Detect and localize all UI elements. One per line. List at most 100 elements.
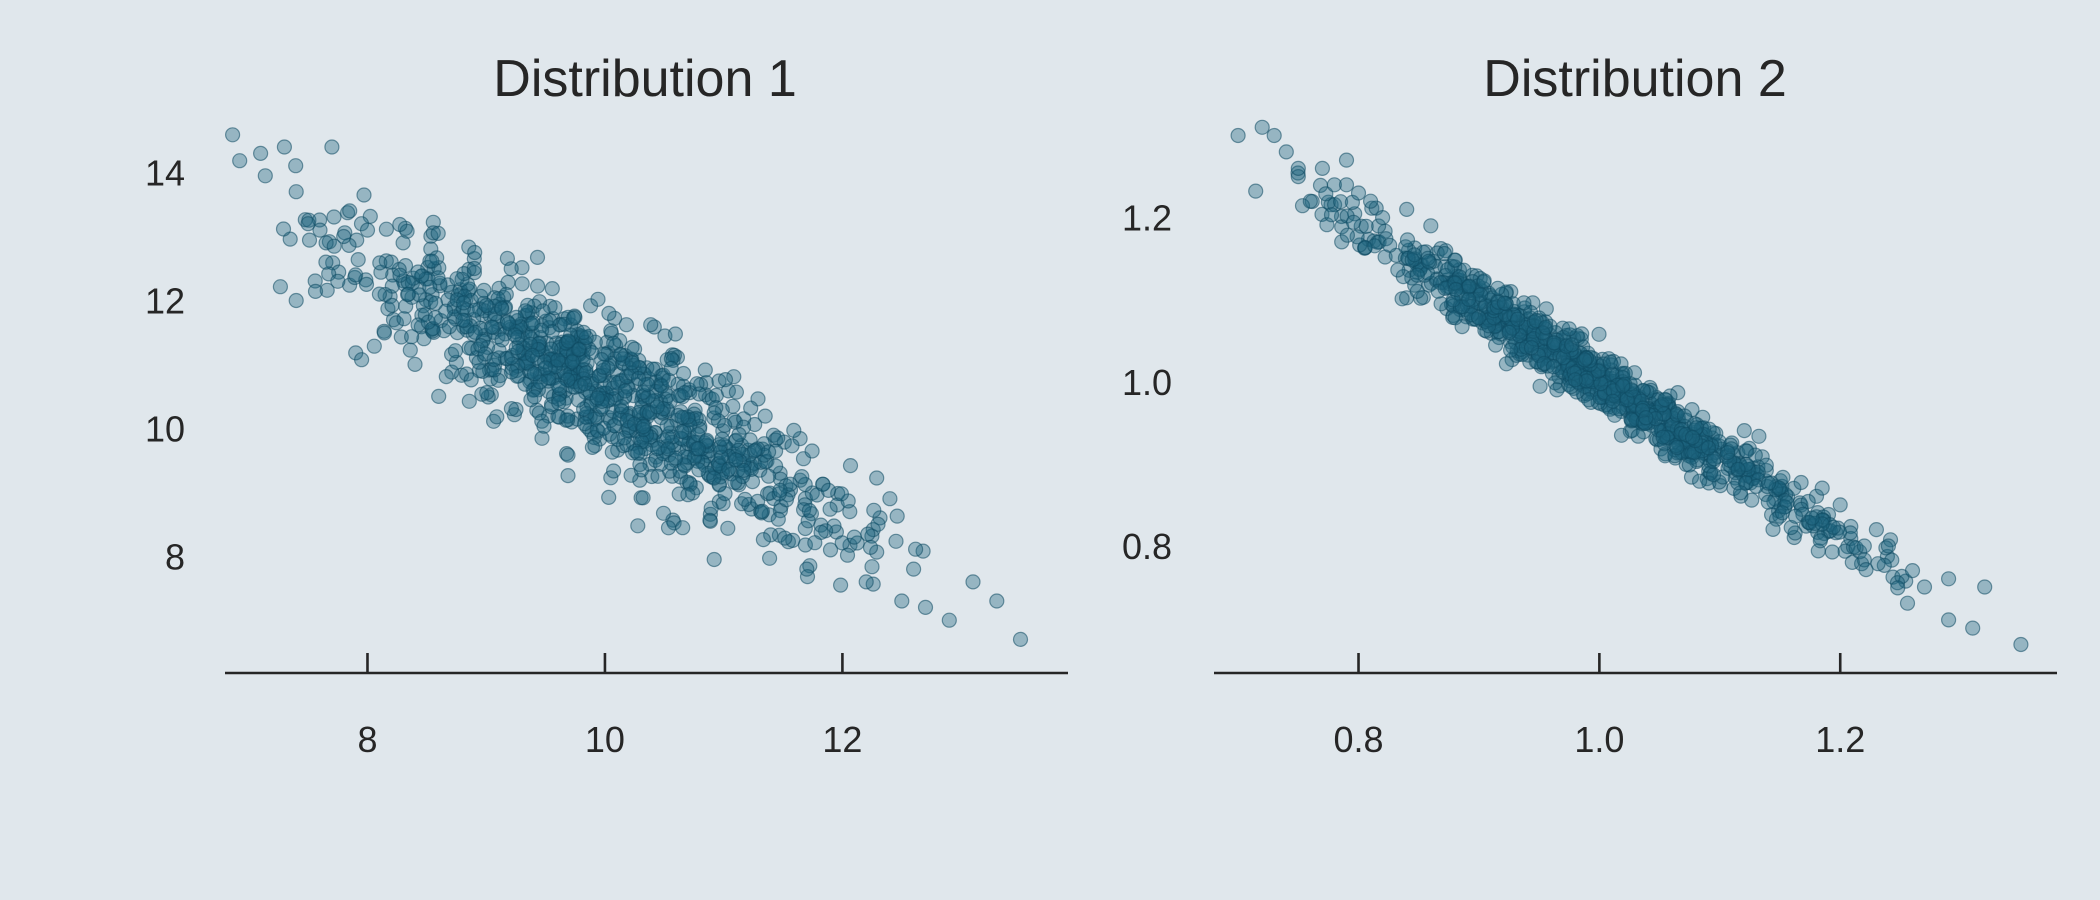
distribution-1-point <box>661 372 677 388</box>
distribution-2-point <box>1323 207 1340 223</box>
distribution-2-x-tick-label: 1.2 <box>1815 719 1865 760</box>
distribution-2-point <box>1399 201 1415 217</box>
distribution-1-point <box>448 354 464 370</box>
distribution-1-point <box>484 319 500 335</box>
distribution-1-point <box>591 368 607 384</box>
distribution-1-point <box>619 413 636 429</box>
distribution-1-panel: Distribution 1 8 10 12 8 10 12 14 <box>145 50 1068 760</box>
distribution-1-point <box>635 490 651 506</box>
distribution-1-point <box>889 508 905 524</box>
distribution-1-point <box>318 235 334 251</box>
distribution-2-point <box>1290 160 1306 176</box>
distribution-1-point <box>794 469 810 485</box>
distribution-1-point <box>833 486 850 502</box>
distribution-2-y-tick-label: 0.8 <box>1122 526 1172 567</box>
distribution-2-point <box>1476 273 1492 289</box>
distribution-1-point <box>763 527 779 543</box>
distribution-1-point <box>589 390 606 406</box>
distribution-1-point <box>324 139 340 155</box>
distribution-1-point <box>650 468 666 484</box>
distribution-1-point <box>770 430 786 446</box>
distribution-1-point <box>576 416 593 432</box>
distribution-2-point <box>1423 218 1439 234</box>
distribution-1-point <box>795 502 812 518</box>
distribution-1-point <box>532 374 548 390</box>
distribution-2-points <box>1230 119 2029 653</box>
distribution-1-point <box>524 347 541 363</box>
distribution-2-point <box>1720 445 1736 461</box>
distribution-2-point <box>1394 291 1410 307</box>
distribution-1-point <box>438 369 454 385</box>
distribution-2-point <box>1691 473 1708 489</box>
distribution-2-point <box>1314 160 1331 176</box>
distribution-2-point <box>1760 475 1777 491</box>
distribution-2-point <box>1302 193 1318 209</box>
distribution-1-point <box>494 332 510 348</box>
distribution-1-point <box>941 612 957 628</box>
distribution-1-point <box>832 577 849 593</box>
distribution-1-point <box>575 401 592 417</box>
distribution-1-point <box>453 367 470 383</box>
distribution-1-point <box>430 270 446 286</box>
distribution-1-point <box>342 203 358 219</box>
distribution-1-point <box>508 401 524 418</box>
distribution-1-point <box>447 343 464 359</box>
distribution-1-point <box>371 286 387 302</box>
distribution-1-point <box>423 241 439 257</box>
distribution-1-point <box>691 386 707 402</box>
distribution-1-point <box>697 362 713 378</box>
distribution-1-point <box>635 384 651 400</box>
distribution-1-point <box>917 599 934 616</box>
distribution-2-point <box>1230 127 1246 144</box>
distribution-2-point <box>1278 144 1294 160</box>
distribution-1-point <box>727 474 743 490</box>
distribution-1-point <box>463 372 479 388</box>
distribution-1-point <box>690 441 707 457</box>
distribution-1-point <box>746 443 762 459</box>
distribution-1-point <box>797 476 813 493</box>
distribution-1-point <box>626 416 643 432</box>
distribution-1-x-tick-label: 12 <box>822 719 862 760</box>
distribution-2-point <box>1447 252 1463 268</box>
distribution-2-point <box>1248 183 1264 199</box>
distribution-2-x-tick-label: 1.0 <box>1574 719 1624 760</box>
distribution-1-point <box>710 413 727 429</box>
distribution-1-point <box>720 520 736 536</box>
distribution-1-point <box>584 439 601 455</box>
distribution-2-point <box>1577 352 1593 368</box>
distribution-1-points <box>225 127 1029 648</box>
distribution-1-point <box>633 462 650 478</box>
distribution-1-point <box>822 542 839 558</box>
distribution-1-point <box>533 322 550 338</box>
distribution-2-point <box>1736 423 1752 439</box>
distribution-2-point <box>1382 237 1398 253</box>
distribution-1-point <box>509 329 526 345</box>
distribution-1-point <box>708 387 724 403</box>
distribution-1-point <box>830 485 846 502</box>
distribution-2-point <box>1593 376 1609 392</box>
distribution-1-point <box>613 399 630 415</box>
distribution-2-point <box>1804 510 1820 526</box>
distribution-1-point <box>842 458 859 474</box>
distribution-1-point <box>711 476 728 492</box>
distribution-2-point <box>1684 429 1701 446</box>
distribution-1-point <box>862 539 879 556</box>
distribution-1-point <box>965 574 981 590</box>
distribution-2-point <box>1824 544 1840 560</box>
distribution-1-point <box>663 360 679 376</box>
distribution-1-point <box>552 380 568 396</box>
distribution-1-point <box>288 184 304 200</box>
distribution-1-point <box>478 297 494 314</box>
distribution-1-point <box>529 249 546 265</box>
distribution-2-point <box>1487 337 1504 353</box>
distribution-1-point <box>276 139 292 155</box>
distribution-1-point <box>677 385 693 401</box>
distribution-1-point <box>659 418 675 434</box>
distribution-1-point <box>731 426 747 443</box>
distribution-2-point <box>1502 342 1519 358</box>
distribution-1-point <box>618 317 635 333</box>
distribution-1-point <box>882 491 898 507</box>
distribution-2-point <box>1501 324 1517 340</box>
distribution-1-point <box>257 168 273 184</box>
distribution-1-point <box>989 593 1005 609</box>
